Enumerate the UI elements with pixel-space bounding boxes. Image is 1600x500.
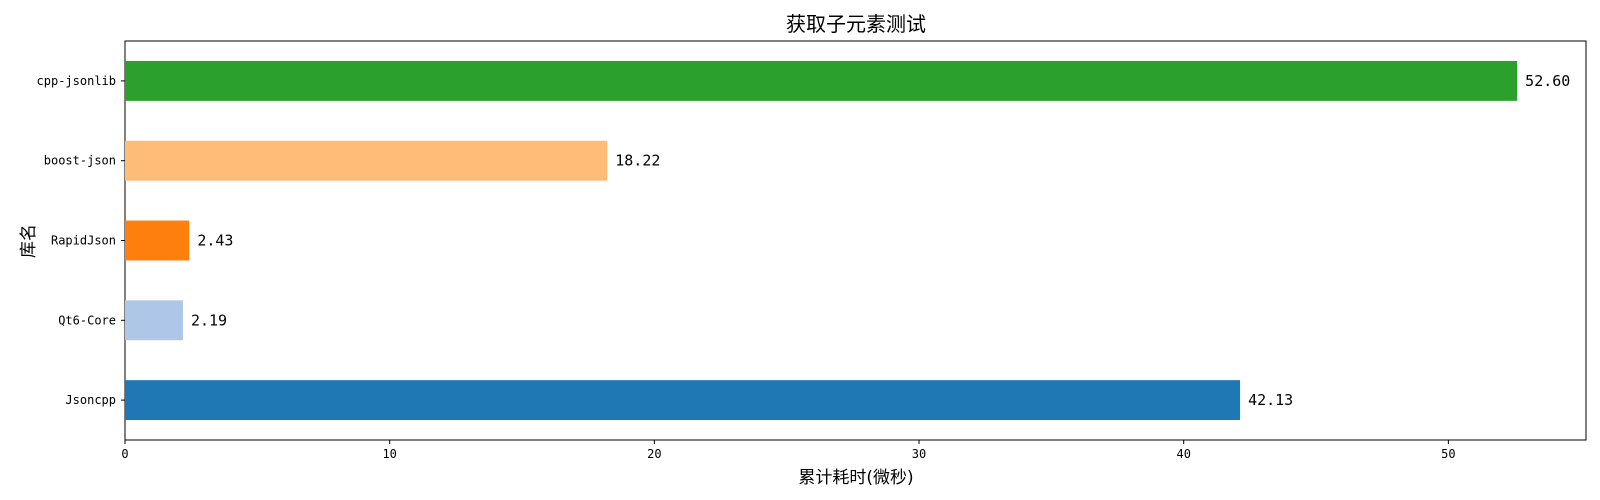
bar-jsoncpp bbox=[125, 380, 1241, 421]
bar-value-label: 42.13 bbox=[1248, 391, 1293, 409]
x-tick-label: 0 bbox=[121, 447, 128, 461]
bar-cpp-jsonlib bbox=[125, 60, 1518, 101]
chart-title: 获取子元素测试 bbox=[786, 12, 926, 36]
bar-rapidjson bbox=[125, 220, 190, 261]
x-axis-label: 累计耗时(微秒) bbox=[798, 468, 913, 488]
y-axis-label: 库名 bbox=[19, 224, 39, 258]
bar-boost-json bbox=[125, 140, 608, 181]
x-tick-label: 10 bbox=[382, 447, 396, 461]
bar-value-label: 52.60 bbox=[1525, 72, 1570, 90]
y-axis-ticks: Jsoncpp Qt6-Core RapidJson boost-json cpp-js… bbox=[37, 74, 125, 407]
bar-value-label: 2.19 bbox=[191, 311, 227, 329]
bar-qt6-core bbox=[125, 300, 183, 341]
bar-value-label: 2.43 bbox=[197, 232, 233, 250]
x-tick-label: 40 bbox=[1176, 447, 1190, 461]
x-tick-label: 50 bbox=[1441, 447, 1455, 461]
y-tick-label: Qt6-Core bbox=[58, 313, 116, 327]
x-tick-label: 30 bbox=[912, 447, 926, 461]
x-tick-label: 20 bbox=[647, 447, 661, 461]
y-tick-label: boost-json bbox=[44, 154, 116, 168]
bars-group: 42.13 2.19 2.43 18.22 52.60 bbox=[125, 60, 1570, 421]
y-tick-label: cpp-jsonlib bbox=[37, 74, 116, 88]
x-axis-ticks: 0 10 20 30 40 50 bbox=[121, 440, 1456, 461]
bar-value-label: 18.22 bbox=[615, 152, 660, 170]
y-tick-label: RapidJson bbox=[51, 234, 116, 248]
y-tick-label: Jsoncpp bbox=[65, 393, 116, 407]
